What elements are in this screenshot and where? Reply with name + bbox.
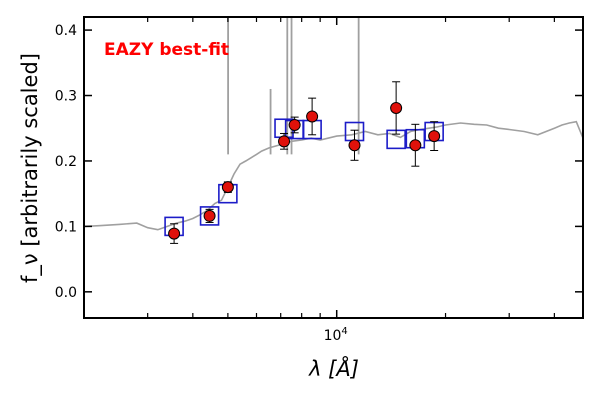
x-axis-label: λ [Å] [308, 355, 359, 381]
y-tick-label: 0.2 [55, 154, 77, 170]
observed-point [203, 209, 216, 222]
template-spectrum-layer [83, 120, 584, 231]
observed-photometry-layer [168, 81, 441, 244]
y-tick-label: 0.0 [55, 285, 77, 301]
observed-point [348, 139, 361, 152]
observed-point [428, 130, 441, 143]
model-point [199, 206, 220, 226]
observed-point [221, 181, 234, 194]
axes-layer: 0.0 0.1 0.2 0.3 0.4 104 [55, 16, 584, 344]
legend-label: EAZY best-fit [104, 40, 229, 60]
observed-point [278, 135, 291, 148]
y-tick-label: 0.3 [55, 89, 77, 105]
observed-point [306, 110, 319, 123]
observed-point [288, 118, 301, 131]
y-tick-label: 0.1 [55, 219, 77, 235]
template-spectrum-line [83, 120, 584, 231]
emission-lines-layer [227, 17, 360, 155]
observed-point [390, 101, 403, 114]
y-tick-label: 0.4 [55, 23, 77, 39]
y-axis-label: f_ν [arbitrarily scaled] [18, 53, 43, 283]
observed-point [409, 139, 422, 152]
x-tick-label: 104 [324, 326, 348, 344]
observed-point [168, 227, 181, 240]
plot-frame [83, 16, 584, 319]
